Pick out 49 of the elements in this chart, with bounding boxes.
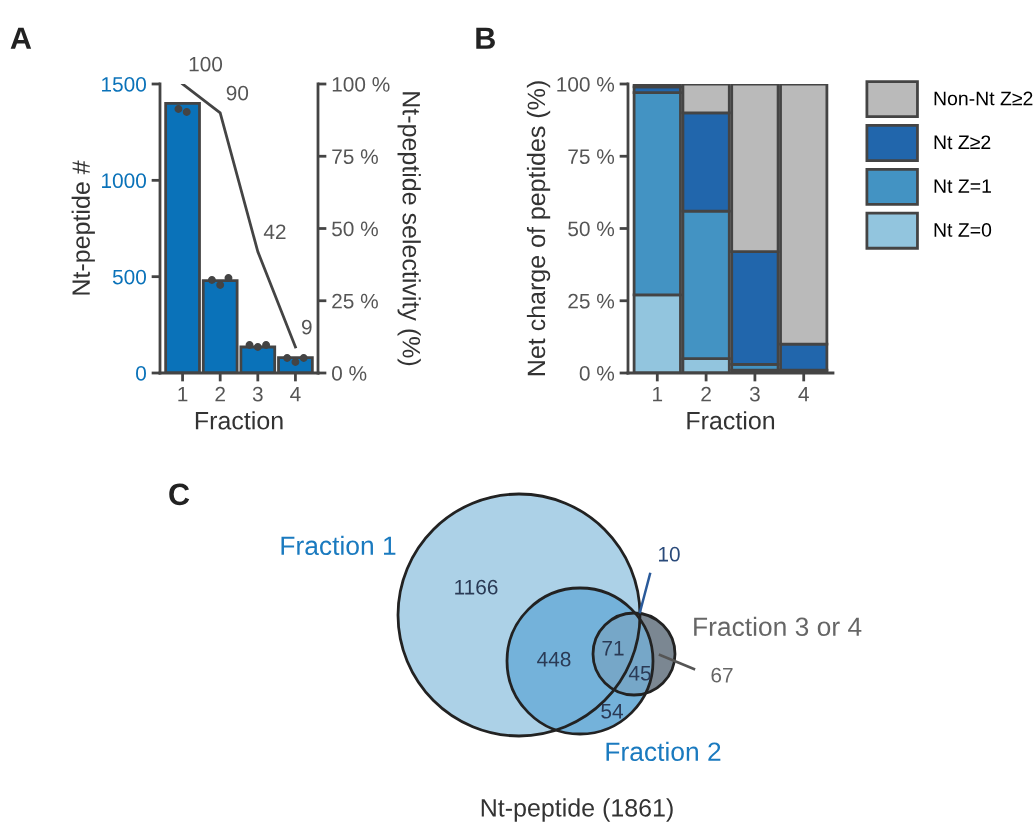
x-tick-label: 4: [798, 386, 809, 402]
text: 54: [601, 704, 623, 719]
x-axis-title: Fraction: [195, 411, 283, 430]
y2-axis-title: Nt-peptide selectivity (%): [397, 92, 421, 366]
y2-tick-label: 100 %: [332, 77, 390, 92]
y-axis-title: Net charge of peptides (%): [526, 81, 551, 376]
x-tick-label: 2: [701, 386, 711, 402]
y2-tick-label: 75 %: [332, 149, 378, 164]
data-label: 9: [301, 319, 312, 335]
data-label: 42: [263, 224, 286, 239]
y2-tick-label: 25 %: [332, 293, 378, 309]
text: Fraction 2: [606, 741, 721, 762]
x-tick-label: 2: [215, 386, 225, 402]
text: C: [169, 483, 190, 506]
x-tick-label: 4: [290, 386, 301, 402]
data-label: 90: [226, 85, 249, 101]
chart-title: A: [10, 27, 32, 49]
y-tick-label: 0: [136, 366, 146, 381]
chart-title: B: [476, 27, 495, 49]
y-axis-title: Nt-peptide #: [71, 160, 95, 295]
x-tick-label: 3: [749, 386, 760, 402]
y-tick-label: 50 %: [568, 221, 615, 237]
text: 67: [711, 667, 733, 683]
y2-tick-label: 0 %: [332, 366, 367, 381]
text: 10: [659, 546, 680, 562]
text: 1166: [455, 579, 498, 595]
legend-label: Nt Z=0: [934, 223, 992, 237]
y-tick-label: 500: [112, 269, 146, 285]
text: Nt-peptide (1861): [481, 798, 673, 822]
text: Fraction 1: [281, 535, 396, 556]
text: 45: [628, 666, 651, 681]
x-tick-label: 3: [252, 386, 263, 402]
y-tick-label: 75 %: [568, 149, 615, 164]
text: Fraction 3 or 4: [694, 616, 862, 637]
text: 448: [537, 651, 571, 667]
y-tick-label: 0 %: [579, 366, 615, 381]
x-axis-title: Fraction: [687, 411, 775, 430]
legend-label: Nt Z≥2: [934, 135, 991, 150]
text: 71: [602, 641, 624, 656]
y-tick-label: 100 %: [557, 77, 615, 92]
data-label: 100: [189, 56, 223, 72]
y-tick-label: 25 %: [568, 293, 615, 309]
x-tick-label: 1: [653, 386, 663, 402]
y-tick-label: 1000: [102, 173, 146, 189]
y-tick-label: 1500: [102, 77, 146, 92]
legend-label: Non-Nt Z≥2: [934, 91, 1033, 106]
legend-label: Nt Z=1: [934, 179, 991, 193]
y2-tick-label: 50 %: [332, 221, 378, 237]
x-tick-label: 1: [178, 386, 188, 402]
